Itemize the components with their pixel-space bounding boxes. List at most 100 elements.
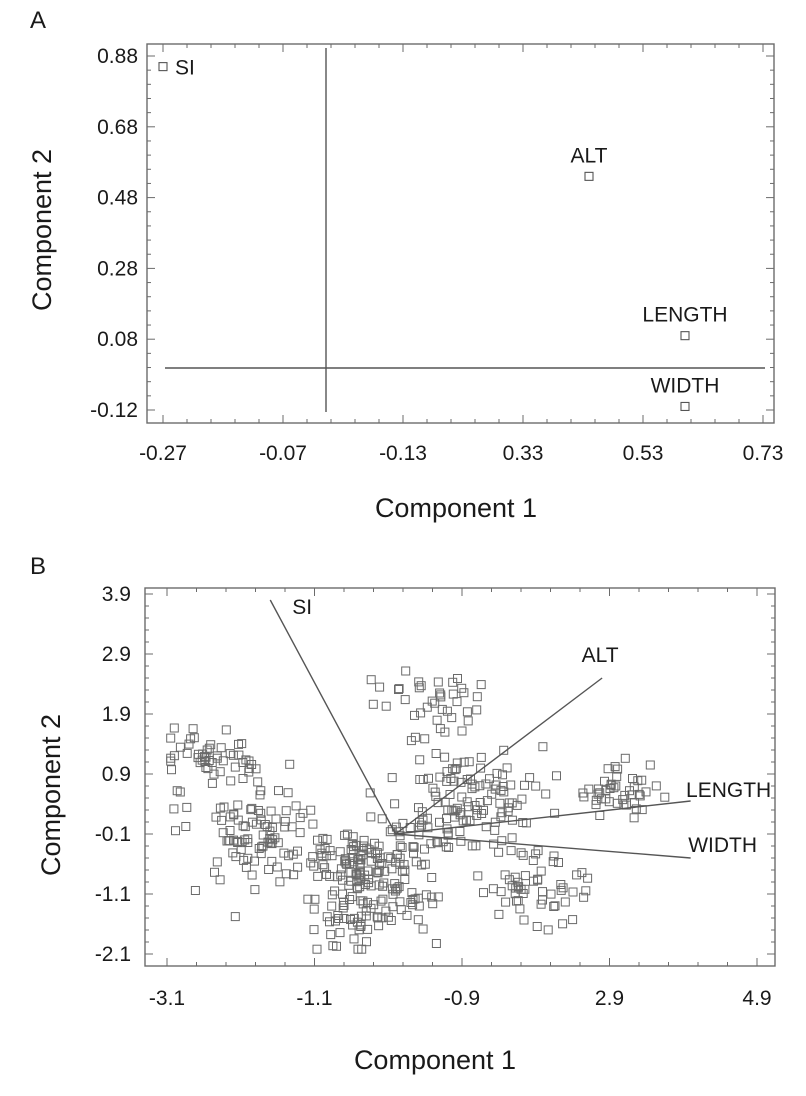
panel-b-observation-point — [431, 749, 441, 758]
panel-b-observation-point — [209, 769, 219, 779]
panel-b-observation-point — [437, 704, 447, 714]
panel-b-observation-point — [441, 842, 451, 852]
panel-b-observation-point — [611, 781, 621, 791]
panel-b-observation-point — [451, 806, 461, 816]
panel-b-observation-point — [499, 745, 509, 755]
panel-b-observation-point — [281, 869, 291, 879]
panel-b-observation-point — [436, 690, 446, 700]
panel-b-observation-point — [558, 883, 568, 893]
panel-b-observation-point — [351, 840, 361, 850]
panel-b-observation-point — [609, 783, 619, 793]
panel-b-observation-point — [328, 941, 338, 951]
panel-b-observation-point — [237, 838, 247, 848]
panel-b-observation-point — [283, 788, 293, 798]
panel-b-observation-point — [472, 810, 482, 820]
panel-b-observation-point — [503, 806, 513, 816]
panel-b-points — [166, 666, 670, 954]
panel-b-observation-point — [306, 805, 316, 815]
panel-b-observation-point — [309, 861, 319, 871]
panel-b-observation-point — [518, 850, 528, 860]
panel-b-observation-point — [377, 814, 387, 824]
panel-b-observation-point — [449, 776, 459, 786]
panel-b-observation-point — [531, 781, 541, 791]
panel-b-observation-point — [374, 921, 384, 931]
panel-b-observation-point — [370, 838, 379, 848]
panel-b-observation-point — [340, 854, 350, 864]
panel-b-observation-point — [387, 884, 397, 894]
panel-b-observation-point — [367, 848, 377, 857]
panel-b-observation-point — [335, 847, 345, 857]
panel-b-observation-point — [348, 832, 358, 842]
panel-b-observation-point — [210, 867, 219, 877]
panel-b-observation-point — [273, 838, 283, 848]
panel-a-y-tick-label: 0.48 — [97, 187, 138, 210]
panel-b-observation-point — [215, 767, 225, 777]
panel-b-observation-point — [264, 865, 274, 874]
panel-b-x-tick-label: 4.9 — [742, 987, 771, 1010]
panel-b-observation-point — [452, 758, 462, 768]
panel-b-observation-point — [395, 859, 405, 869]
panel-b-observation-point — [424, 773, 433, 783]
panel-b-observation-point — [291, 801, 301, 811]
panel-b-observation-point — [225, 826, 235, 835]
panel-b-observation-point — [400, 865, 410, 875]
panel-b-observation-point — [322, 869, 331, 879]
panel-b-observation-point — [560, 897, 570, 907]
panel-b-observation-point — [358, 899, 368, 909]
panel-b-observation-point — [507, 833, 517, 843]
panel-b-y-tick-label: -2.1 — [95, 943, 131, 966]
panel-b-observation-point — [620, 753, 630, 763]
panel-b-observation-point — [498, 770, 507, 780]
panel-b-observation-point — [359, 835, 369, 845]
panel-b-observation-point — [267, 823, 277, 832]
panel-b-observation-point — [379, 878, 389, 888]
panel-b-observation-point — [427, 892, 437, 902]
panel-b-observation-point — [383, 912, 393, 922]
panel-b-observation-point — [387, 825, 397, 835]
panel-b-observation-point — [457, 726, 467, 736]
panel-b-observation-point — [409, 842, 419, 852]
panel-b-observation-point — [256, 849, 266, 859]
panel-a-point-width — [680, 401, 690, 412]
panel-b-observation-point — [444, 843, 454, 852]
panel-b-observation-point — [494, 847, 504, 857]
panel-b-observation-point — [267, 838, 277, 848]
panel-b-observation-point — [531, 849, 541, 859]
panel-b: B SI ALT LENGTH WIDTH -3.1 -1.1 -0.9 2.9 4.9 3.… — [30, 553, 776, 1075]
panel-b-observation-point — [600, 776, 609, 786]
panel-b-observation-point — [612, 771, 622, 781]
panel-b-observation-point — [528, 856, 538, 865]
panel-a-y-axis-title: Component 2 — [27, 149, 57, 311]
panel-b-observation-point — [406, 736, 416, 746]
panel-b-observation-point — [533, 875, 543, 885]
panel-b-ticks — [145, 588, 775, 966]
panel-b-observation-point — [556, 885, 566, 895]
panel-b-observation-point — [260, 820, 270, 829]
panel-b-observation-point — [645, 760, 655, 770]
panel-b-observation-point — [453, 674, 462, 683]
panel-b-observation-point — [308, 852, 318, 862]
panel-b-observation-point — [396, 905, 406, 915]
panel-b-observation-point — [556, 880, 566, 889]
panel-b-observation-point — [172, 786, 182, 796]
panel-b-observation-point — [271, 814, 281, 824]
panel-b-x-tick-label: -3.1 — [149, 987, 185, 1010]
panel-b-observation-point — [413, 915, 423, 925]
panel-b-observation-point — [427, 873, 437, 882]
panel-b-observation-point — [345, 895, 355, 904]
panel-b-x-axis-title: Component 1 — [354, 1045, 516, 1075]
panel-b-observation-point — [275, 877, 285, 887]
panel-b-observation-point — [366, 675, 376, 685]
panel-b-observation-point — [421, 890, 431, 900]
panel-b-observation-point — [581, 886, 591, 896]
panel-b-observation-point — [373, 868, 383, 878]
panel-b-observation-point — [418, 815, 428, 825]
panel-b-vector-label-length: LENGTH — [686, 779, 771, 802]
panel-b-observation-point — [230, 912, 240, 922]
panel-a-point-length — [680, 331, 690, 341]
panel-b-observation-point — [499, 787, 509, 797]
panel-b-observation-point — [339, 900, 349, 910]
panel-b-observation-point — [532, 922, 542, 931]
panel-a-x-tick-label: 0.73 — [743, 442, 784, 465]
panel-b-observation-point — [308, 819, 318, 829]
